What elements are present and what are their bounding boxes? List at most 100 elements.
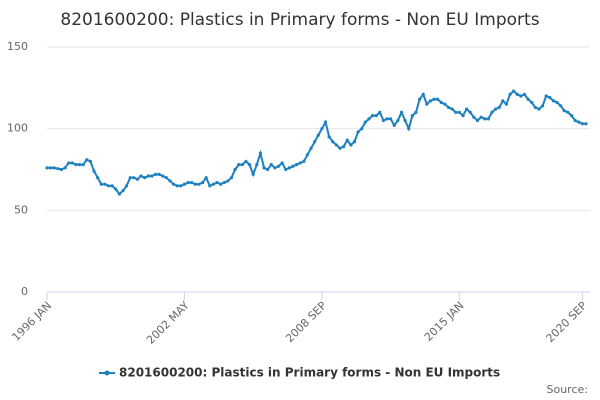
point xyxy=(450,107,454,111)
point xyxy=(182,182,187,186)
point xyxy=(175,184,179,188)
point xyxy=(298,161,302,165)
point xyxy=(512,89,516,93)
point xyxy=(266,167,270,172)
point xyxy=(309,146,313,150)
point xyxy=(128,176,132,180)
point xyxy=(334,143,338,147)
legend-label: 8201600200: Plastics in Primary forms - … xyxy=(119,366,500,380)
point xyxy=(280,161,284,165)
point xyxy=(533,105,537,110)
source: Source: xyxy=(547,383,589,396)
point xyxy=(352,140,357,144)
point xyxy=(77,163,82,167)
point xyxy=(526,97,530,101)
point xyxy=(302,159,306,163)
point xyxy=(562,109,566,113)
point xyxy=(143,176,147,180)
point xyxy=(74,163,78,167)
point xyxy=(338,146,342,150)
point xyxy=(522,92,527,96)
point xyxy=(135,177,140,181)
point xyxy=(577,120,581,124)
x-tick-label: 2015 JAN xyxy=(422,299,467,344)
x-tick-label: 2002 MAY xyxy=(144,299,192,347)
point xyxy=(461,114,465,118)
point xyxy=(548,96,552,100)
point xyxy=(244,159,248,163)
point xyxy=(508,92,512,96)
point xyxy=(436,97,440,101)
point xyxy=(193,182,197,186)
point xyxy=(378,110,382,114)
y-tick-label: 150 xyxy=(7,40,28,53)
point xyxy=(483,117,487,121)
point xyxy=(262,166,266,170)
point xyxy=(164,176,168,180)
point xyxy=(573,118,577,123)
point xyxy=(356,130,360,134)
point xyxy=(457,110,461,114)
point xyxy=(139,174,143,178)
y-tick-label: 100 xyxy=(7,122,28,135)
point xyxy=(103,182,107,186)
point xyxy=(360,127,364,131)
point xyxy=(425,102,429,106)
point xyxy=(414,110,418,114)
point xyxy=(396,118,400,123)
point xyxy=(472,115,476,119)
point xyxy=(172,182,176,186)
point xyxy=(392,123,396,127)
point xyxy=(551,99,556,103)
point xyxy=(417,97,422,101)
point xyxy=(229,176,234,180)
point xyxy=(316,133,320,137)
point xyxy=(211,182,216,186)
point xyxy=(331,140,335,144)
point xyxy=(88,159,93,163)
point xyxy=(59,167,64,172)
x-tick-label: 1996 JAN xyxy=(9,299,54,344)
point xyxy=(410,114,414,118)
point xyxy=(349,143,353,147)
point xyxy=(345,138,349,142)
point xyxy=(161,174,165,178)
point xyxy=(146,174,150,178)
point xyxy=(403,118,407,123)
point xyxy=(150,174,154,178)
point xyxy=(374,114,378,118)
point xyxy=(226,179,230,183)
point xyxy=(428,99,433,103)
x-tick-label: 2020 SEP xyxy=(544,299,590,345)
point xyxy=(215,180,219,185)
point xyxy=(124,184,129,188)
series-line xyxy=(47,89,586,196)
point xyxy=(52,166,56,170)
point xyxy=(421,92,425,96)
point xyxy=(157,172,161,176)
point xyxy=(190,180,194,185)
point xyxy=(295,163,299,167)
point xyxy=(389,117,393,121)
point xyxy=(186,180,190,185)
point xyxy=(381,118,386,123)
point xyxy=(49,166,53,170)
point xyxy=(208,184,212,188)
point xyxy=(515,92,519,96)
point xyxy=(493,107,498,111)
point xyxy=(305,153,310,157)
point xyxy=(446,105,451,110)
point xyxy=(45,166,49,170)
point xyxy=(537,107,541,111)
point xyxy=(276,164,281,168)
point xyxy=(153,172,158,176)
point xyxy=(117,192,121,196)
point xyxy=(106,184,111,188)
point xyxy=(70,161,74,165)
point xyxy=(291,164,295,168)
point xyxy=(247,163,252,167)
point xyxy=(63,166,67,170)
point xyxy=(251,172,255,176)
point xyxy=(584,122,588,126)
point xyxy=(580,122,584,126)
